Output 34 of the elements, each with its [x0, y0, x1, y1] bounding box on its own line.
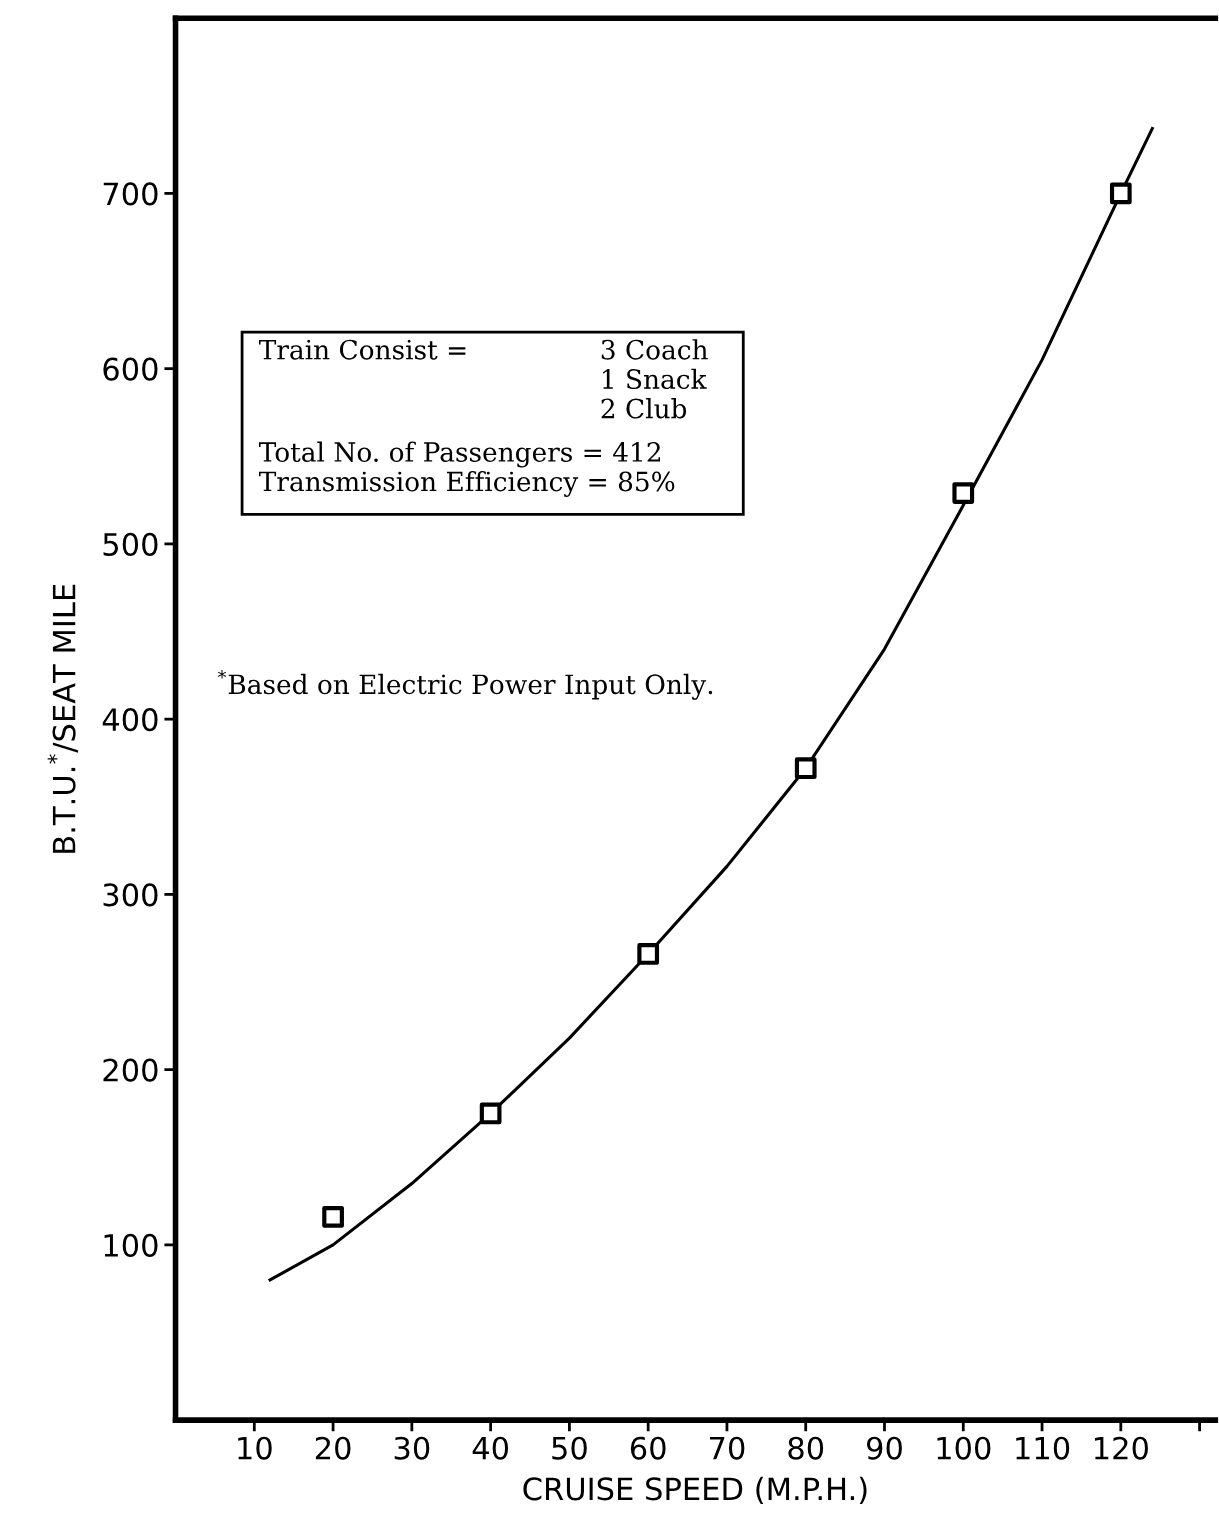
y-tick-label: 100	[104, 1233, 158, 1257]
x-tick-label: 70	[710, 1436, 745, 1460]
point	[794, 757, 817, 780]
y-tick-label: 400	[102, 708, 158, 732]
annotation: Total No. of Passengers = 412	[258, 441, 660, 468]
annotation: 1 Snack	[603, 368, 707, 390]
y-tick-label: 500	[103, 532, 158, 556]
annotation: $^{*}$Based on Electric Power Input Only.	[217, 670, 713, 700]
x-tick-label: 80	[788, 1436, 824, 1460]
annotation: 2 Club	[601, 398, 687, 419]
x-tick-label: 40	[472, 1436, 509, 1460]
x-axis-title: CRUISE SPEED (M.P.H.)	[523, 1476, 867, 1505]
x-tick-label: 120	[1095, 1436, 1148, 1460]
point	[479, 1102, 502, 1125]
point	[637, 943, 660, 965]
annotation: 3 Coach	[601, 339, 708, 360]
point	[1109, 182, 1132, 205]
annotation: Transmission Efficiency = 85%	[258, 471, 675, 497]
y-tick-label: 300	[103, 883, 158, 907]
annotation: Train Consist =	[258, 339, 466, 360]
y-tick-label: 700	[103, 182, 158, 206]
x-tick-label: 100	[937, 1436, 991, 1460]
x-tick-label: 90	[866, 1436, 902, 1460]
x-tick-label: 110	[1016, 1436, 1070, 1460]
point	[322, 1205, 344, 1228]
x-tick-label: 20	[315, 1436, 351, 1460]
x-tick-label: 10	[238, 1436, 272, 1460]
x-tick-label: 30	[394, 1436, 430, 1460]
y-tick-label: 600	[103, 357, 158, 381]
y-axis-title: B.T.U.$^{*}$/SEAT MILE	[47, 584, 79, 853]
y-tick-label: 200	[103, 1058, 158, 1082]
point	[952, 482, 975, 504]
x-tick-label: 50	[552, 1436, 587, 1460]
x-tick-label: 60	[630, 1436, 666, 1460]
